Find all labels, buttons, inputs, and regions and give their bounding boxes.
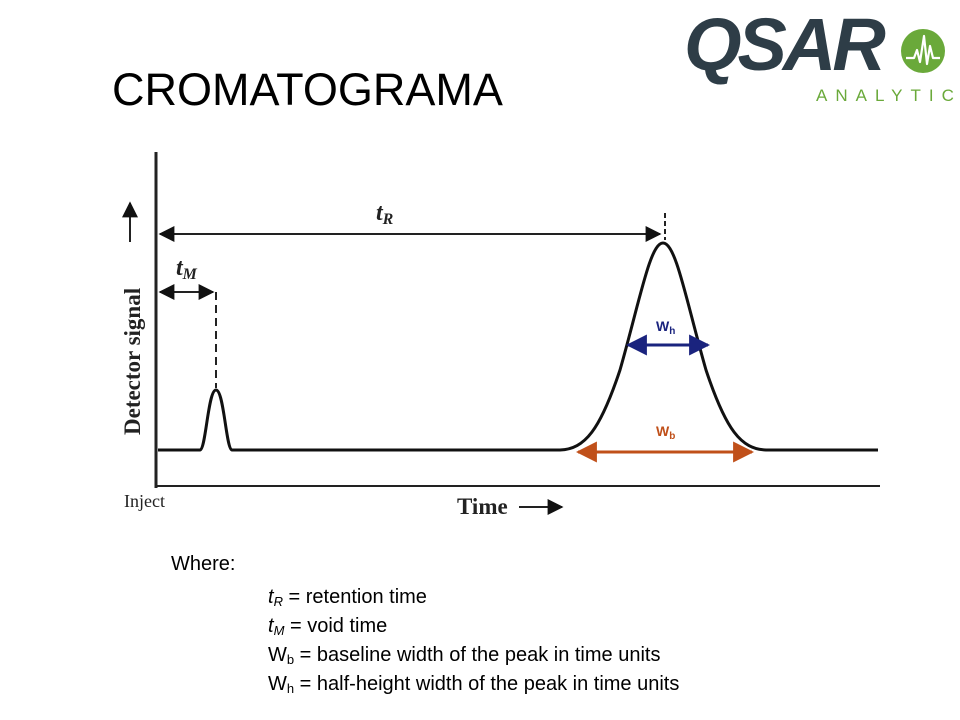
definition-item: Wh = half-height width of the peak in ti… [268,670,679,699]
definition-list: tR = retention time tM = void time Wb = … [268,583,679,699]
wh-label: Wh [656,318,675,337]
logo-tagline: ANALYTICS [816,86,960,105]
definition-subscript: R [273,594,283,609]
page-title: CROMATOGRAMA [112,64,503,115]
inject-label: Inject [124,491,165,511]
tM-label: tM [176,255,198,283]
definition-text: = half-height width of the peak in time … [294,673,680,695]
definition-item: Wb = baseline width of the peak in time … [268,641,679,670]
tR-label: tR [376,200,394,228]
waveform-dot-icon [901,29,945,73]
definition-subscript: h [286,681,295,696]
definition-symbol: W [268,673,287,695]
qsar-analytics-logo: QSAR ANALYTICS [684,3,960,110]
logo-word: QSAR [684,3,886,86]
wb-label: Wb [656,423,675,442]
chromatogram-trace [158,241,878,452]
definition-subscript: b [286,652,295,667]
definition-text: = baseline width of the peak in time uni… [294,644,661,666]
y-axis-label: Detector signal [120,288,145,435]
definition-symbol: t [268,586,274,608]
legend-heading: Where: [171,553,236,575]
definition-symbol: t [268,615,274,637]
y-axis-label-group: Detector signal [120,288,145,435]
definition-subscript: M [273,623,285,638]
definition-text: = void time [284,615,388,637]
definition-text: = retention time [282,586,427,608]
definition-item: tR = retention time [268,583,679,612]
definition-item: tM = void time [268,612,679,641]
definition-symbol: W [268,644,287,666]
x-axis-label: Time [457,494,508,519]
